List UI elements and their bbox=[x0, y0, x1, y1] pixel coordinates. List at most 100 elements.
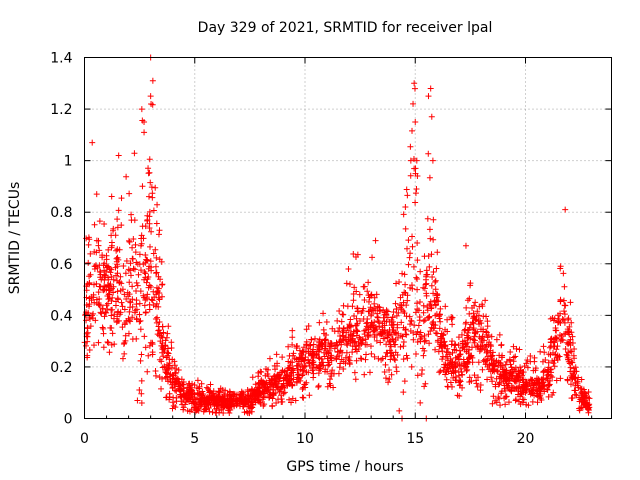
data-point bbox=[194, 389, 201, 396]
x-tick-label: 20 bbox=[517, 431, 535, 447]
data-point bbox=[106, 349, 113, 356]
data-point bbox=[367, 304, 374, 311]
data-point bbox=[567, 364, 574, 371]
data-point bbox=[300, 384, 307, 391]
data-point bbox=[403, 331, 410, 338]
data-point bbox=[442, 353, 449, 360]
data-point bbox=[315, 370, 322, 377]
data-point bbox=[565, 356, 572, 363]
data-point bbox=[153, 300, 160, 307]
data-point bbox=[294, 374, 301, 381]
data-point bbox=[146, 342, 153, 349]
data-point bbox=[404, 192, 411, 199]
data-point bbox=[254, 387, 261, 394]
data-point bbox=[559, 337, 566, 344]
data-point bbox=[119, 303, 126, 310]
data-point bbox=[335, 328, 342, 335]
data-point bbox=[454, 360, 461, 367]
data-point bbox=[520, 369, 527, 376]
data-point bbox=[146, 220, 153, 227]
data-point bbox=[159, 349, 166, 356]
data-point bbox=[462, 320, 469, 327]
data-point bbox=[467, 280, 474, 287]
data-point bbox=[177, 387, 184, 394]
data-point bbox=[273, 384, 280, 391]
data-point bbox=[104, 338, 111, 345]
data-point bbox=[239, 392, 246, 399]
data-point bbox=[279, 369, 286, 376]
data-point bbox=[289, 341, 296, 348]
data-point bbox=[558, 333, 565, 340]
data-point bbox=[249, 374, 256, 381]
data-point bbox=[575, 384, 582, 391]
data-point bbox=[543, 386, 550, 393]
data-point bbox=[115, 207, 122, 214]
data-point bbox=[132, 307, 139, 314]
data-point bbox=[160, 353, 167, 360]
data-point bbox=[149, 351, 156, 358]
data-point bbox=[383, 349, 390, 356]
data-point bbox=[92, 317, 99, 324]
data-point bbox=[100, 344, 107, 351]
data-point bbox=[96, 218, 103, 225]
data-point bbox=[516, 346, 523, 353]
data-point bbox=[428, 305, 435, 312]
data-point bbox=[475, 318, 482, 325]
data-point bbox=[145, 165, 152, 172]
data-point bbox=[544, 369, 551, 376]
data-point bbox=[420, 302, 427, 309]
data-point bbox=[104, 300, 111, 307]
data-point bbox=[494, 368, 501, 375]
data-point bbox=[353, 288, 360, 295]
data-point bbox=[410, 263, 417, 270]
data-point bbox=[315, 383, 322, 390]
data-point bbox=[505, 399, 512, 406]
data-point bbox=[133, 335, 140, 342]
data-point bbox=[427, 302, 434, 309]
data-point bbox=[475, 359, 482, 366]
data-point bbox=[158, 358, 165, 365]
data-point bbox=[162, 337, 169, 344]
data-point bbox=[544, 386, 551, 393]
data-point bbox=[281, 389, 288, 396]
data-point bbox=[565, 328, 572, 335]
data-point bbox=[127, 299, 134, 306]
data-point bbox=[502, 401, 509, 408]
data-point bbox=[203, 406, 210, 413]
data-point bbox=[140, 261, 147, 268]
data-point bbox=[531, 392, 538, 399]
data-point bbox=[288, 369, 295, 376]
data-point bbox=[477, 346, 484, 353]
data-point bbox=[213, 391, 220, 398]
data-point bbox=[286, 364, 293, 371]
data-point bbox=[432, 322, 439, 329]
data-point bbox=[484, 357, 491, 364]
data-point bbox=[560, 270, 567, 277]
data-point bbox=[562, 206, 569, 213]
data-point bbox=[523, 401, 530, 408]
data-point bbox=[535, 393, 542, 400]
data-point bbox=[567, 336, 574, 343]
data-point bbox=[412, 190, 419, 197]
data-point bbox=[273, 362, 280, 369]
data-point bbox=[404, 297, 411, 304]
data-point bbox=[139, 183, 146, 190]
data-point bbox=[490, 393, 497, 400]
data-point bbox=[395, 309, 402, 316]
data-point bbox=[488, 333, 495, 340]
data-point bbox=[114, 254, 121, 261]
data-point bbox=[403, 352, 410, 359]
data-point bbox=[315, 342, 322, 349]
data-point bbox=[413, 331, 420, 338]
data-point bbox=[476, 348, 483, 355]
data-point bbox=[101, 267, 108, 274]
data-point bbox=[269, 386, 276, 393]
data-point bbox=[412, 118, 419, 125]
data-point bbox=[388, 331, 395, 338]
data-point bbox=[551, 343, 558, 350]
data-point bbox=[308, 352, 315, 359]
data-point bbox=[164, 330, 171, 337]
data-point bbox=[144, 291, 151, 298]
data-point bbox=[284, 382, 291, 389]
data-point bbox=[196, 383, 203, 390]
